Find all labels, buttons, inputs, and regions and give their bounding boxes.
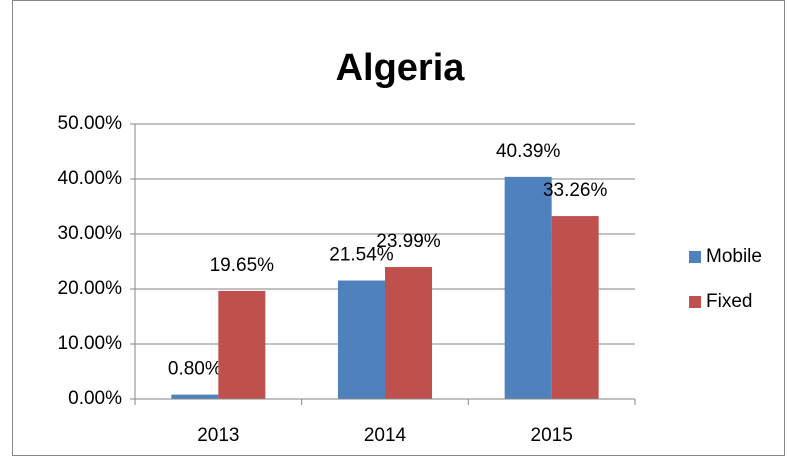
data-label: 40.39% xyxy=(496,141,561,162)
y-tick-label: 10.00% xyxy=(58,333,123,354)
chart-title: Algeria xyxy=(336,47,466,89)
data-label: 0.80% xyxy=(168,359,222,380)
legend-label: Fixed xyxy=(706,291,752,312)
y-tick-label: 50.00% xyxy=(58,113,123,134)
bar xyxy=(218,290,266,399)
x-tick-label: 2013 xyxy=(197,425,239,446)
data-label: 19.65% xyxy=(210,255,275,276)
bar xyxy=(504,176,552,399)
y-tick-label: 0.00% xyxy=(68,388,122,409)
bar xyxy=(338,280,385,399)
y-tick-label: 40.00% xyxy=(58,168,123,189)
y-tick-label: 30.00% xyxy=(58,223,123,244)
legend-label: Mobile xyxy=(706,246,762,267)
x-tick-label: 2014 xyxy=(364,425,407,446)
bar xyxy=(171,394,219,399)
legend-swatch xyxy=(689,251,701,263)
x-tick-label: 2015 xyxy=(531,425,573,446)
data-label: 23.99% xyxy=(376,231,441,252)
bar xyxy=(551,216,599,399)
y-tick-label: 20.00% xyxy=(58,278,123,299)
bar xyxy=(385,267,432,399)
data-label: 21.54% xyxy=(329,245,394,266)
data-label: 33.26% xyxy=(543,180,608,201)
legend-swatch xyxy=(689,296,701,308)
